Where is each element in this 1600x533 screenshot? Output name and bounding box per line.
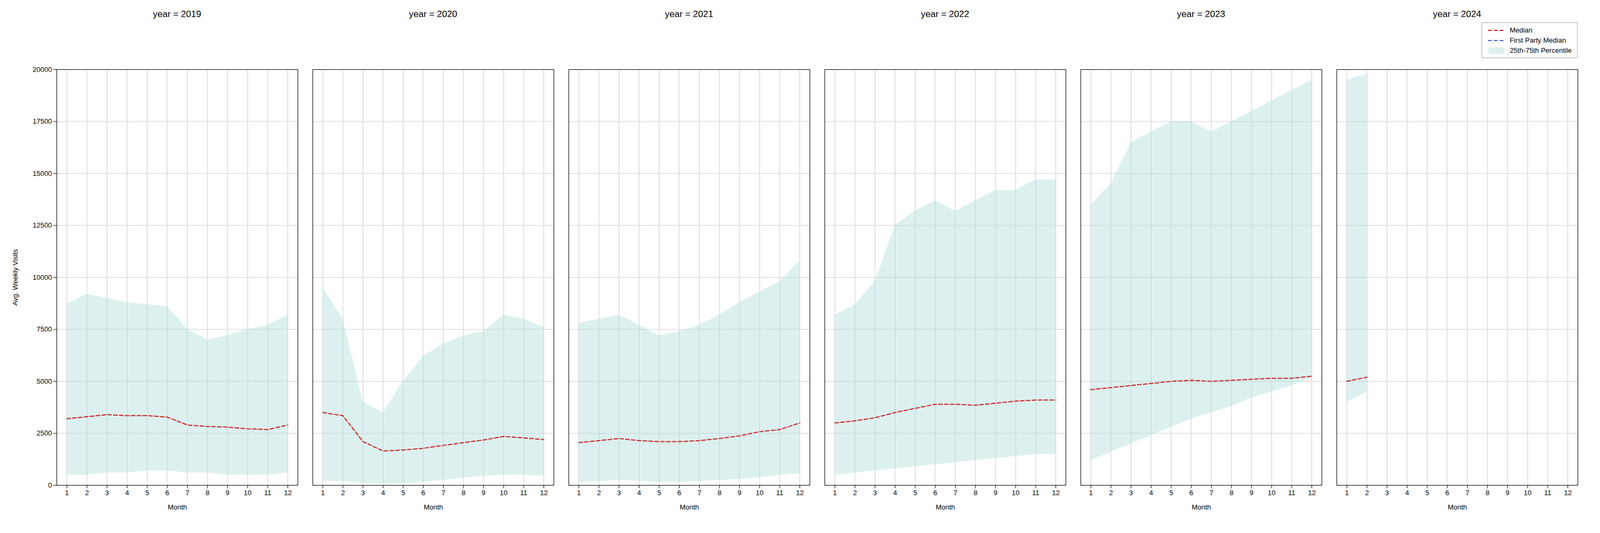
svg-text:5: 5 bbox=[913, 489, 917, 498]
html-text:year = 2020: year = 2020 bbox=[409, 9, 458, 20]
svg-text:15000: 15000 bbox=[32, 169, 52, 178]
html-text:year = 2019: year = 2019 bbox=[153, 9, 202, 20]
svg-text:5: 5 bbox=[1169, 489, 1173, 498]
svg-text:9: 9 bbox=[225, 489, 230, 498]
svg-text:17500: 17500 bbox=[32, 117, 52, 126]
svg-text:12: 12 bbox=[1307, 489, 1316, 498]
svg-text:7: 7 bbox=[697, 489, 702, 498]
svg-text:7: 7 bbox=[1209, 489, 1214, 498]
svg-text:8: 8 bbox=[1229, 489, 1234, 498]
svg-text:2: 2 bbox=[1364, 489, 1369, 498]
svg-text:11: 11 bbox=[1544, 489, 1552, 498]
svg-text:2: 2 bbox=[596, 489, 601, 498]
svg-text:20000: 20000 bbox=[32, 65, 52, 74]
svg-text:3: 3 bbox=[1129, 489, 1133, 498]
svg-text:6: 6 bbox=[933, 489, 938, 498]
svg-text:7: 7 bbox=[1465, 489, 1470, 498]
svg-text:2: 2 bbox=[340, 489, 345, 498]
svg-text:Month: Month bbox=[679, 503, 699, 512]
svg-text:7500: 7500 bbox=[36, 325, 53, 334]
svg-text:8: 8 bbox=[717, 489, 722, 498]
html-text:year = 2023: year = 2023 bbox=[1177, 9, 1226, 20]
svg-text:6: 6 bbox=[1445, 489, 1450, 498]
svg-text:10: 10 bbox=[243, 489, 252, 498]
svg-text:12: 12 bbox=[283, 489, 292, 498]
svg-text:3: 3 bbox=[105, 489, 109, 498]
svg-text:8: 8 bbox=[461, 489, 466, 498]
html-text:25th-75th Percentile: 25th-75th Percentile bbox=[1509, 46, 1572, 55]
svg-text:1: 1 bbox=[577, 489, 581, 498]
svg-text:4: 4 bbox=[1405, 489, 1410, 498]
svg-text:4: 4 bbox=[125, 489, 130, 498]
svg-text:11: 11 bbox=[264, 489, 272, 498]
svg-text:9: 9 bbox=[1249, 489, 1254, 498]
svg-text:2500: 2500 bbox=[36, 429, 53, 438]
svg-text:7: 7 bbox=[441, 489, 446, 498]
html-text:year = 2024: year = 2024 bbox=[1433, 9, 1482, 20]
svg-text:4: 4 bbox=[637, 489, 642, 498]
svg-text:4: 4 bbox=[381, 489, 386, 498]
svg-text:10: 10 bbox=[755, 489, 764, 498]
svg-text:10: 10 bbox=[1011, 489, 1020, 498]
svg-text:11: 11 bbox=[520, 489, 528, 498]
svg-text:10: 10 bbox=[1523, 489, 1532, 498]
svg-text:Month: Month bbox=[1447, 503, 1467, 512]
svg-text:8: 8 bbox=[205, 489, 210, 498]
svg-text:12: 12 bbox=[539, 489, 548, 498]
svg-text:2: 2 bbox=[1108, 489, 1113, 498]
svg-text:2: 2 bbox=[84, 489, 89, 498]
svg-text:12: 12 bbox=[1563, 489, 1572, 498]
svg-text:6: 6 bbox=[1189, 489, 1194, 498]
html-text:year = 2021: year = 2021 bbox=[665, 9, 714, 20]
svg-text:Month: Month bbox=[935, 503, 955, 512]
svg-text:1: 1 bbox=[1089, 489, 1093, 498]
svg-text:5: 5 bbox=[145, 489, 149, 498]
svg-text:10: 10 bbox=[499, 489, 508, 498]
svg-text:7: 7 bbox=[185, 489, 190, 498]
svg-text:3: 3 bbox=[1385, 489, 1389, 498]
svg-text:11: 11 bbox=[1032, 489, 1040, 498]
svg-text:Month: Month bbox=[167, 503, 187, 512]
svg-text:11: 11 bbox=[1288, 489, 1296, 498]
svg-text:3: 3 bbox=[873, 489, 877, 498]
svg-text:9: 9 bbox=[1505, 489, 1510, 498]
svg-text:1: 1 bbox=[321, 489, 325, 498]
svg-text:10000: 10000 bbox=[32, 273, 52, 282]
svg-text:5: 5 bbox=[1425, 489, 1429, 498]
svg-text:12: 12 bbox=[795, 489, 804, 498]
svg-text:4: 4 bbox=[1149, 489, 1154, 498]
svg-text:1: 1 bbox=[833, 489, 837, 498]
svg-text:1: 1 bbox=[65, 489, 69, 498]
svg-text:9: 9 bbox=[481, 489, 486, 498]
html-text:Median: Median bbox=[1509, 26, 1533, 35]
svg-text:5000: 5000 bbox=[36, 377, 53, 386]
svg-text:Avg. Weekly Visits: Avg. Weekly Visits bbox=[11, 249, 20, 307]
svg-text:2: 2 bbox=[852, 489, 857, 498]
svg-text:11: 11 bbox=[776, 489, 784, 498]
svg-text:8: 8 bbox=[1485, 489, 1490, 498]
svg-text:0: 0 bbox=[48, 481, 52, 490]
html-text:First Party Median: First Party Median bbox=[1509, 36, 1566, 45]
svg-text:5: 5 bbox=[657, 489, 661, 498]
svg-text:3: 3 bbox=[617, 489, 621, 498]
svg-text:6: 6 bbox=[677, 489, 682, 498]
svg-text:1: 1 bbox=[1345, 489, 1349, 498]
svg-text:6: 6 bbox=[421, 489, 426, 498]
svg-text:7: 7 bbox=[953, 489, 958, 498]
svg-text:9: 9 bbox=[737, 489, 742, 498]
svg-text:8: 8 bbox=[973, 489, 978, 498]
svg-text:12500: 12500 bbox=[32, 221, 52, 230]
svg-text:3: 3 bbox=[361, 489, 365, 498]
svg-text:6: 6 bbox=[165, 489, 170, 498]
svg-text:4: 4 bbox=[893, 489, 898, 498]
svg-text:9: 9 bbox=[993, 489, 998, 498]
svg-text:12: 12 bbox=[1051, 489, 1060, 498]
svg-text:10: 10 bbox=[1267, 489, 1276, 498]
svg-text:5: 5 bbox=[401, 489, 405, 498]
svg-text:Month: Month bbox=[423, 503, 443, 512]
html-text:year = 2022: year = 2022 bbox=[921, 9, 970, 20]
svg-text:Month: Month bbox=[1191, 503, 1211, 512]
